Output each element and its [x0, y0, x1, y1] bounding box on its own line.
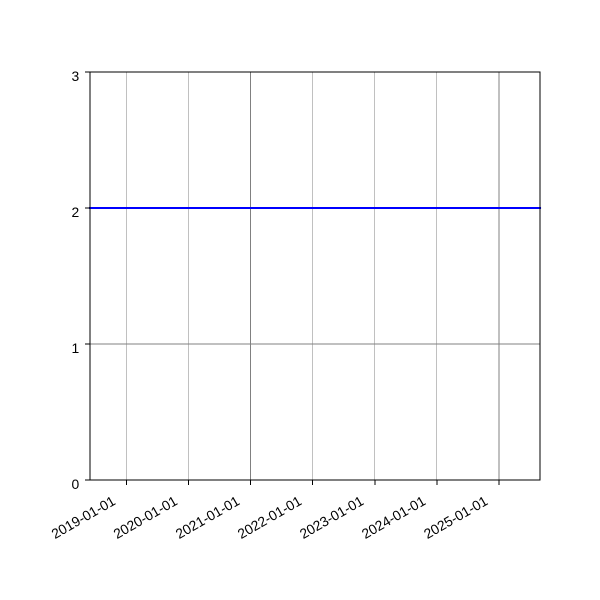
- svg-text:2024-01-01: 2024-01-01: [359, 492, 429, 541]
- svg-text:2: 2: [71, 204, 79, 220]
- svg-text:2023-01-01: 2023-01-01: [297, 492, 367, 541]
- svg-text:2020-01-01: 2020-01-01: [111, 492, 181, 541]
- svg-text:2019-01-01: 2019-01-01: [49, 492, 119, 541]
- svg-text:3: 3: [71, 68, 79, 84]
- svg-text:2025-01-01: 2025-01-01: [421, 492, 491, 541]
- svg-text:1: 1: [71, 340, 79, 356]
- svg-text:2022-01-01: 2022-01-01: [235, 492, 305, 541]
- svg-text:2021-01-01: 2021-01-01: [173, 492, 243, 541]
- svg-text:0: 0: [71, 476, 79, 492]
